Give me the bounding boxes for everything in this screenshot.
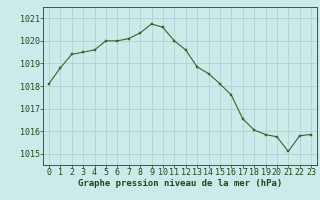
X-axis label: Graphe pression niveau de la mer (hPa): Graphe pression niveau de la mer (hPa) (78, 179, 282, 188)
